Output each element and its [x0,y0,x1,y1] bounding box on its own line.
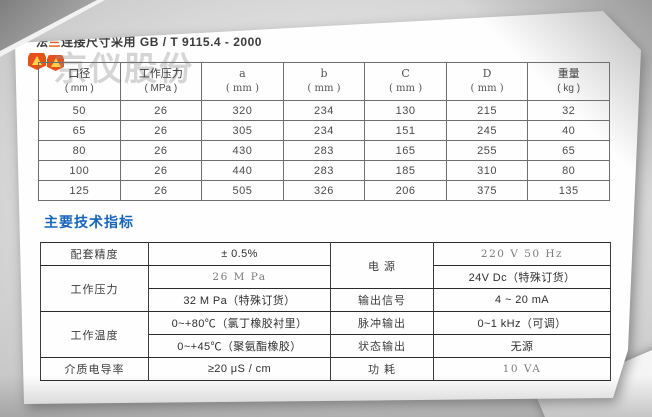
table-row: 100 26 440 283 185 310 80 [38,160,610,181]
table-cell: 255 [445,140,529,161]
table-cell: 65 [38,120,121,141]
flange-dimensions-table: 口径( mm ) 工作压力( MPa ) a( mm ) b( mm ) C( mm )… [38,62,610,201]
spec-cell: 电 源 [330,242,434,289]
spec-cell: 0~+80℃（氯丁橡胶衬里） [148,311,331,335]
table-row: 50 26 320 234 130 215 32 [38,100,610,121]
column-header: 口径( mm ) [38,62,121,101]
table-row: 工作温度 0~+80℃（氯丁橡胶衬里） 脉冲输出 0~1 kHz（可调） [40,311,611,358]
table-row: 65 26 305 234 151 245 40 [38,120,610,141]
table-cell: 375 [445,180,529,201]
table-cell: 32 [527,100,610,121]
table-cell: 100 [38,160,121,181]
table-cell: 80 [38,140,121,161]
spec-cell: 32 M Pa（特殊订货） [148,288,331,312]
spec-cell: 脉冲输出 [330,311,434,335]
title-highlight: 兰 [48,35,62,49]
technical-specs-table: 配套精度 ± 0.5% 电 源 220 V 50 Hz 工作压力 26 M Pa 24V D… [40,242,611,381]
table-row: 工作压力 26 M Pa 24V Dc（特殊订货） [40,265,611,312]
title-prefix: 法 [36,35,49,49]
table-cell: 430 [201,140,284,161]
spec-cell: 工作压力 [40,265,149,312]
flange-standard-title: 法兰连接尺寸采用 GB / T 9115.4 - 2000 [36,33,262,50]
spec-cell: 0~1 kHz（可调） [433,311,611,335]
table-cell: 310 [445,160,529,181]
table-row: 125 26 505 326 206 375 135 [38,180,610,201]
table-cell: 130 [364,100,447,121]
table-cell: 26 [119,120,203,141]
spec-cell: 配套精度 [40,242,149,266]
table-cell: 26 [119,160,203,181]
column-header: b( mm ) [282,62,366,101]
spec-cell: 状态输出 [330,334,434,358]
table-cell: 283 [282,160,366,181]
column-header: C( mm ) [364,62,447,101]
table-cell: 26 [119,140,203,161]
table-cell: 26 [119,100,203,121]
table-cell: 65 [527,140,610,161]
table-cell: 135 [527,180,610,201]
spec-cell: ≥20 μS / cm [148,357,331,381]
table-row: 32 M Pa（特殊订货） 输出信号 4 ~ 20 mA [41,288,611,312]
table-cell: 151 [364,120,447,141]
table-row: 0~+45℃（聚氨酯橡胶） 状态输出 无源 [41,334,611,358]
table-row: 介质电导率 ≥20 μS / cm 功 耗 10 VA [40,357,611,381]
spec-cell: 4 ~ 20 mA [433,288,611,312]
table-cell: 80 [527,160,610,181]
spec-cell: 24V Dc（特殊订货） [433,265,611,289]
title-rest: 连接尺寸采用 GB / T 9115.4 - 2000 [61,35,262,49]
table-cell: 26 [119,180,203,201]
table-cell: 440 [201,160,284,181]
table-cell: 234 [282,120,366,141]
table-row: 80 26 430 283 165 255 65 [38,140,610,161]
table-cell: 305 [201,120,284,141]
spec-cell: 介质电导率 [40,357,149,381]
spec-cell: 功 耗 [330,357,434,381]
table-cell: 206 [364,180,447,201]
table-cell: 505 [201,180,284,201]
spec-cell: 220 V 50 Hz [433,242,611,266]
spec-cell: 输出信号 [330,288,434,312]
column-header: a( mm ) [201,62,284,101]
table-cell: 165 [364,140,447,161]
table-cell: 50 [38,100,121,121]
column-header: 工作压力( MPa ) [119,62,203,101]
table-cell: 326 [282,180,366,201]
table-cell: 234 [282,100,366,121]
column-header: 重量( kg ) [527,62,610,101]
table-cell: 320 [201,100,284,121]
spec-cell: 0~+45℃（聚氨酯橡胶） [148,334,331,358]
spec-cell: 无源 [433,334,611,358]
column-header: D( mm ) [445,62,529,101]
table-cell: 245 [445,120,529,141]
table-cell: 125 [38,180,121,201]
table-cell: 283 [282,140,366,161]
spec-cell: ± 0.5% [148,242,331,266]
table-cell: 185 [364,160,447,181]
table-row: 配套精度 ± 0.5% 电 源 220 V 50 Hz [40,242,611,289]
spec-cell: 工作温度 [40,311,149,358]
spec-cell: 26 M Pa [148,265,331,289]
tech-specs-title: 主要技术指标 [44,214,134,230]
table-cell: 40 [527,120,610,141]
spec-cell: 10 VA [433,357,611,381]
table-cell: 215 [445,100,529,121]
